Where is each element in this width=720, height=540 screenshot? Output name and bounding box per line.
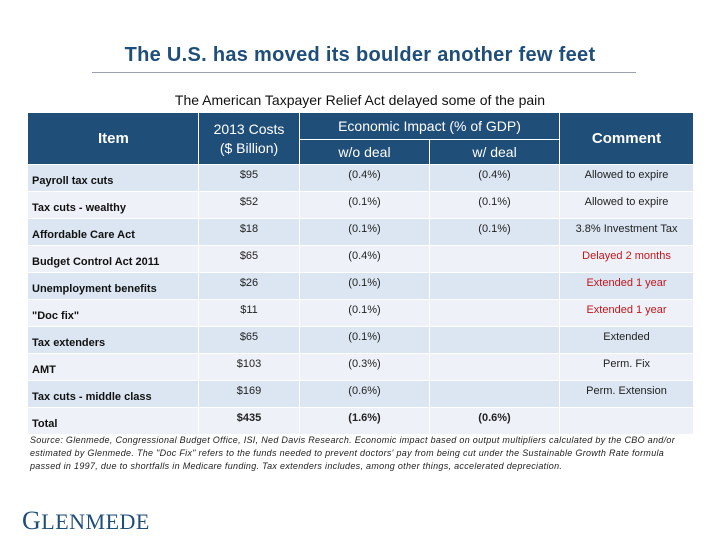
row-with-deal <box>428 380 561 408</box>
header-cost-line1: 2013 Costs <box>213 120 285 137</box>
table-row: Tax cuts - middle class $169 (0.6%) Perm… <box>27 380 695 408</box>
row-item: Affordable Care Act <box>27 218 199 246</box>
row-without-deal: (0.1%) <box>299 218 430 246</box>
row-item: AMT <box>27 353 199 381</box>
row-with-deal: (0.4%) <box>428 164 561 192</box>
row-item: Tax cuts - middle class <box>27 380 199 408</box>
total-comment <box>559 407 695 435</box>
header-without-deal: w/o deal <box>299 139 430 165</box>
slide-title: The U.S. has moved its boulder another f… <box>124 44 596 66</box>
row-comment: Allowed to expire <box>559 191 695 219</box>
row-with-deal <box>428 326 561 354</box>
table-row-total: Total $435 (1.6%) (0.6%) <box>27 407 695 435</box>
row-cost: $103 <box>198 353 300 381</box>
row-with-deal <box>428 245 561 273</box>
row-comment: Perm. Extension <box>559 380 695 408</box>
row-without-deal: (0.1%) <box>299 299 430 327</box>
row-without-deal: (0.3%) <box>299 353 430 381</box>
table-row: Tax cuts - wealthy $52 (0.1%) (0.1%) All… <box>27 191 695 219</box>
table-row: Budget Control Act 2011 $65 (0.4%) Delay… <box>27 245 695 273</box>
header-cost: 2013 Costs ($ Billion) <box>198 112 300 165</box>
row-item: Payroll tax cuts <box>27 164 199 192</box>
total-without-deal: (1.6%) <box>299 407 430 435</box>
logo-rest: LENMEDE <box>41 509 150 534</box>
policy-table: Item 2013 Costs ($ Billion) Economic Imp… <box>27 112 695 435</box>
slide-subtitle: The American Taxpayer Relief Act delayed… <box>174 92 546 108</box>
source-footnote: Source: Glenmede, Congressional Budget O… <box>30 435 676 471</box>
row-item: Unemployment benefits <box>27 272 199 300</box>
row-item: "Doc fix" <box>27 299 199 327</box>
row-item: Tax cuts - wealthy <box>27 191 199 219</box>
header-comment: Comment <box>559 112 695 165</box>
total-cost: $435 <box>198 407 300 435</box>
row-cost: $26 <box>198 272 300 300</box>
row-without-deal: (0.1%) <box>299 272 430 300</box>
row-cost: $95 <box>198 164 300 192</box>
header-item: Item <box>27 112 199 165</box>
table-row: "Doc fix" $11 (0.1%) Extended 1 year <box>27 299 695 327</box>
row-cost: $65 <box>198 326 300 354</box>
row-without-deal: (0.4%) <box>299 164 430 192</box>
row-comment: Allowed to expire <box>559 164 695 192</box>
table-row: Payroll tax cuts $95 (0.4%) (0.4%) Allow… <box>27 164 695 192</box>
total-label: Total <box>27 407 199 435</box>
row-without-deal: (0.6%) <box>299 380 430 408</box>
row-with-deal: (0.1%) <box>428 218 561 246</box>
row-cost: $169 <box>198 380 300 408</box>
row-item: Budget Control Act 2011 <box>27 245 199 273</box>
table-row: Tax extenders $65 (0.1%) Extended <box>27 326 695 354</box>
table-row: Unemployment benefits $26 (0.1%) Extende… <box>27 272 695 300</box>
row-with-deal <box>428 353 561 381</box>
row-comment-highlight: Extended 1 year <box>559 272 695 300</box>
row-comment-highlight: Delayed 2 months <box>559 245 695 273</box>
table-row: AMT $103 (0.3%) Perm. Fix <box>27 353 695 381</box>
row-comment: 3.8% Investment Tax <box>559 218 695 246</box>
glenmede-logo: GLENMEDE <box>22 506 150 536</box>
title-divider <box>92 72 636 73</box>
row-comment: Extended <box>559 326 695 354</box>
table-row: Affordable Care Act $18 (0.1%) (0.1%) 3.… <box>27 218 695 246</box>
row-cost: $18 <box>198 218 300 246</box>
row-cost: $11 <box>198 299 300 327</box>
row-without-deal: (0.4%) <box>299 245 430 273</box>
row-cost: $52 <box>198 191 300 219</box>
total-with-deal: (0.6%) <box>428 407 561 435</box>
row-with-deal <box>428 299 561 327</box>
row-without-deal: (0.1%) <box>299 191 430 219</box>
header-economic-impact: Economic Impact (% of GDP) <box>298 112 561 140</box>
header-cost-line2: ($ Billion) <box>219 139 279 156</box>
row-item: Tax extenders <box>27 326 199 354</box>
header-with-deal: w/ deal <box>428 139 561 165</box>
row-without-deal: (0.1%) <box>299 326 430 354</box>
logo-initial: G <box>22 506 42 535</box>
row-comment-highlight: Extended 1 year <box>559 299 695 327</box>
row-comment: Perm. Fix <box>559 353 695 381</box>
row-cost: $65 <box>198 245 300 273</box>
row-with-deal: (0.1%) <box>428 191 561 219</box>
row-with-deal <box>428 272 561 300</box>
